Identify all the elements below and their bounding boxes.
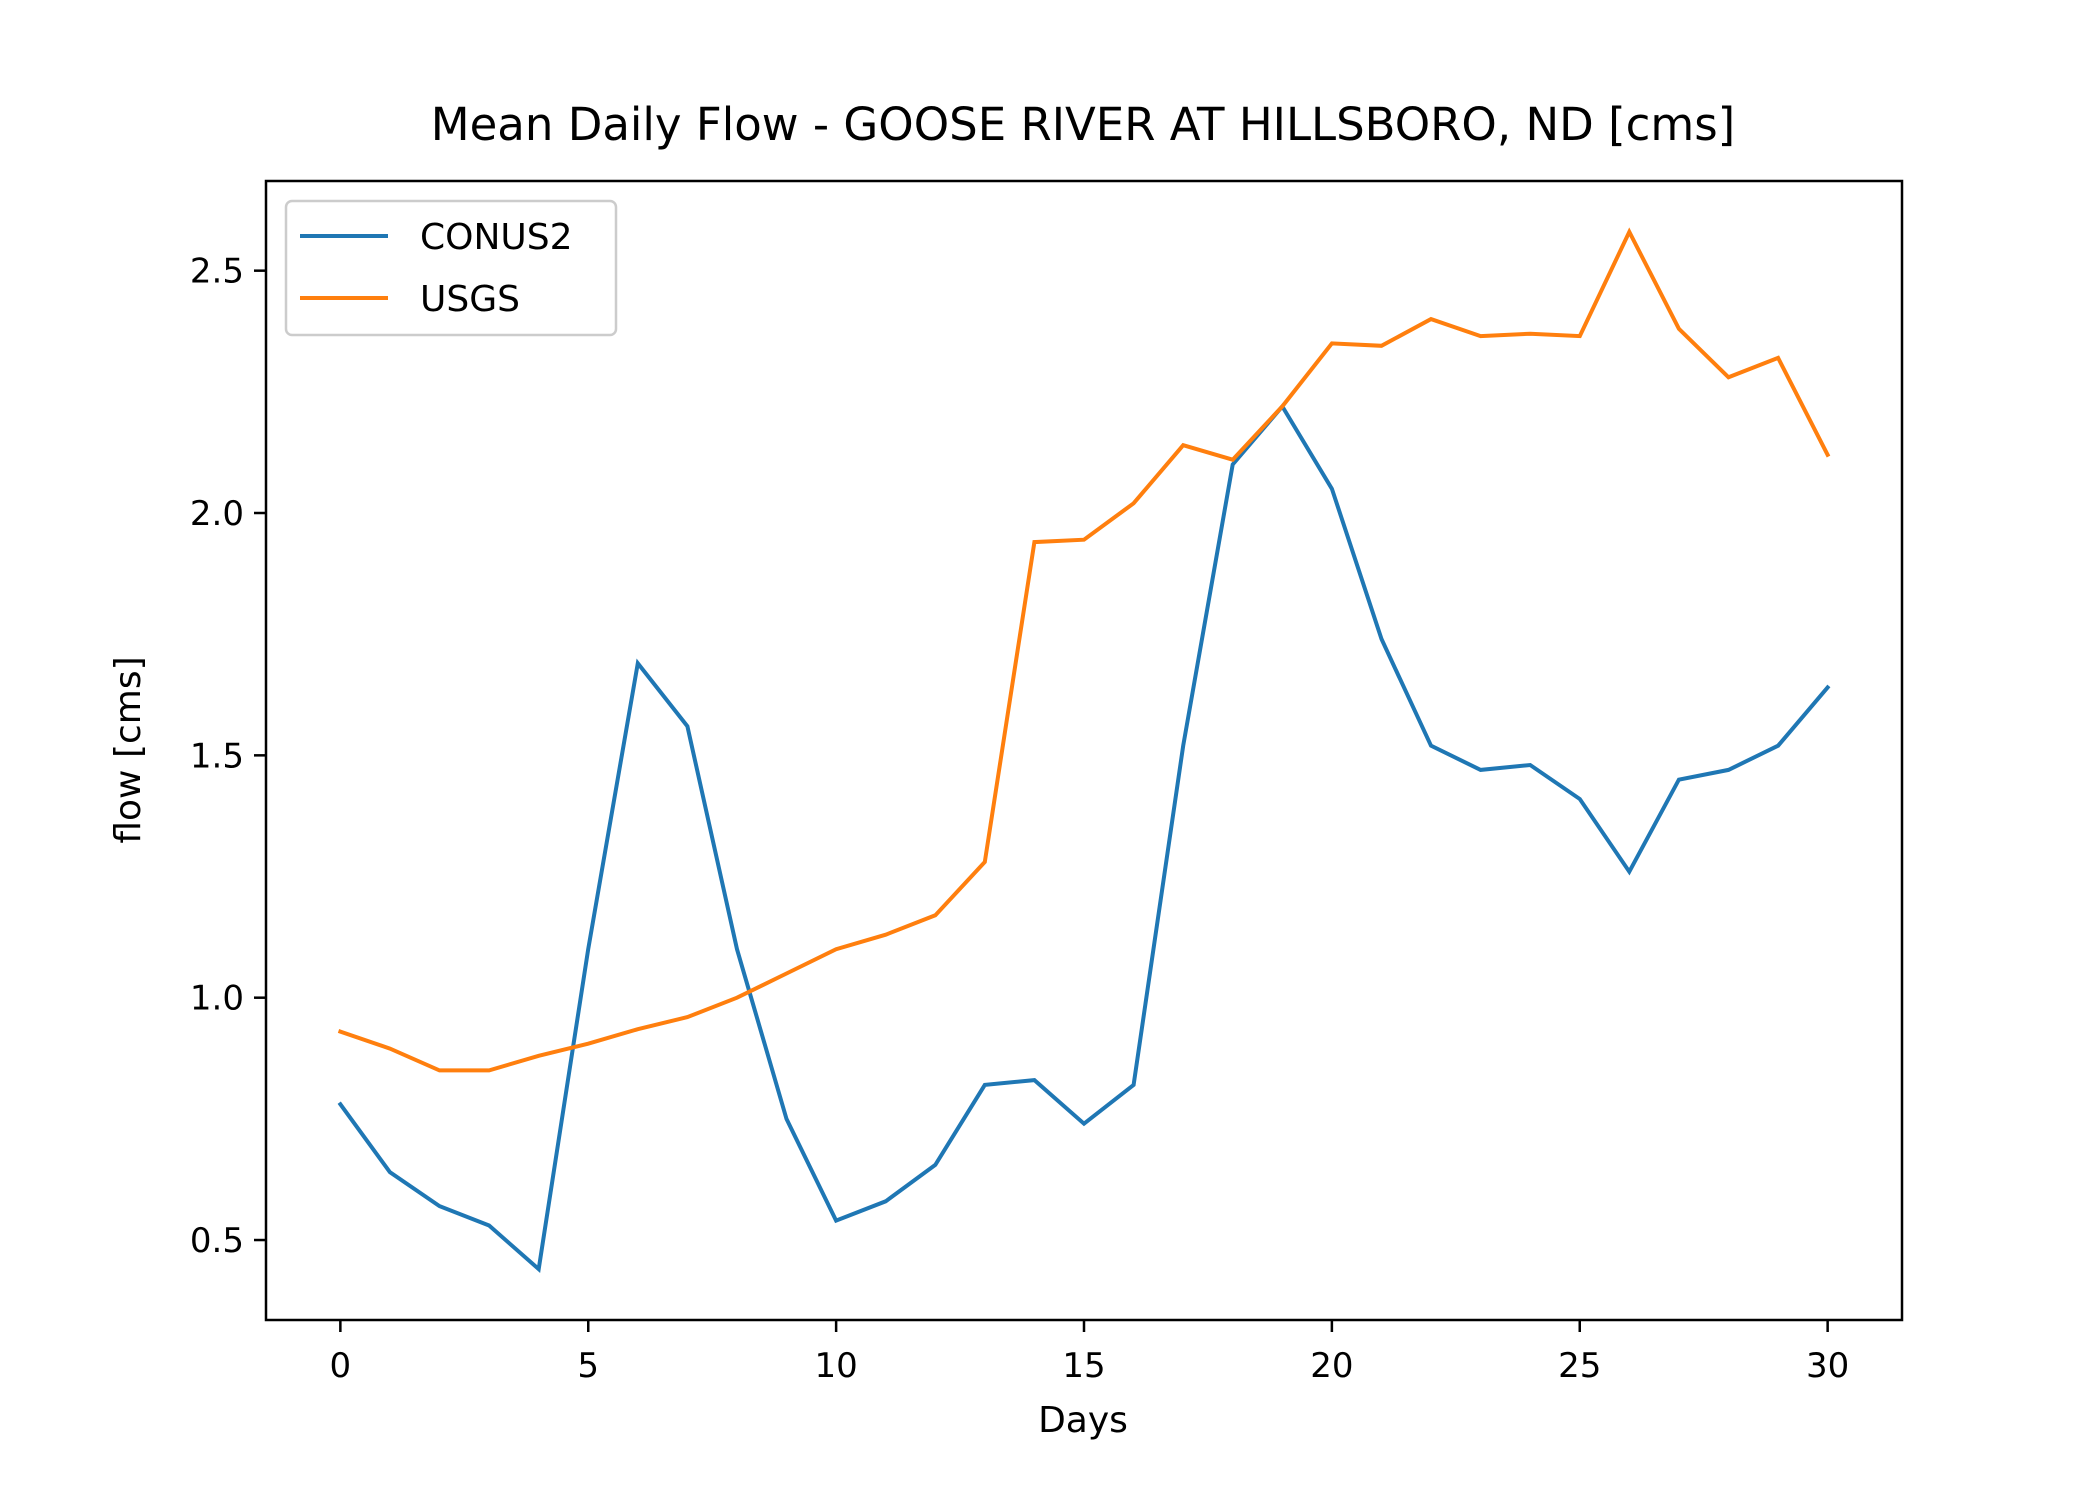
legend: CONUS2 USGS — [284, 199, 618, 337]
x-tick-label: 25 — [1558, 1346, 1601, 1386]
x-tick-label: 15 — [1062, 1346, 1105, 1386]
x-tick-label: 10 — [814, 1346, 857, 1386]
x-tick-label: 20 — [1310, 1346, 1353, 1386]
axes-ticks: 0 5 10 15 20 25 30 0.5 1.0 1.5 2.0 2.5 — [190, 179, 1904, 1386]
y-tick-label: 2.5 — [190, 252, 244, 292]
legend-label-usgs: USGS — [420, 279, 520, 320]
x-tick-label: 0 — [330, 1346, 352, 1386]
chart-title: Mean Daily Flow - GOOSE RIVER AT HILLSBO… — [431, 98, 1735, 151]
x-tick-label: 30 — [1806, 1346, 1849, 1386]
plot-area — [337, 227, 1831, 1274]
y-axis-label: flow [cms] — [108, 656, 149, 843]
y-tick-label: 2.0 — [190, 494, 244, 534]
x-tick-label: 5 — [577, 1346, 599, 1386]
legend-label-conus2: CONUS2 — [420, 217, 573, 258]
series-line-usgs — [337, 227, 1831, 1073]
y-tick-label: 1.5 — [190, 736, 244, 776]
x-axis-label: Days — [1038, 1400, 1128, 1441]
series-line-conus2 — [337, 402, 1831, 1274]
y-tick-label: 1.0 — [190, 979, 244, 1019]
y-tick-label: 0.5 — [190, 1221, 244, 1261]
